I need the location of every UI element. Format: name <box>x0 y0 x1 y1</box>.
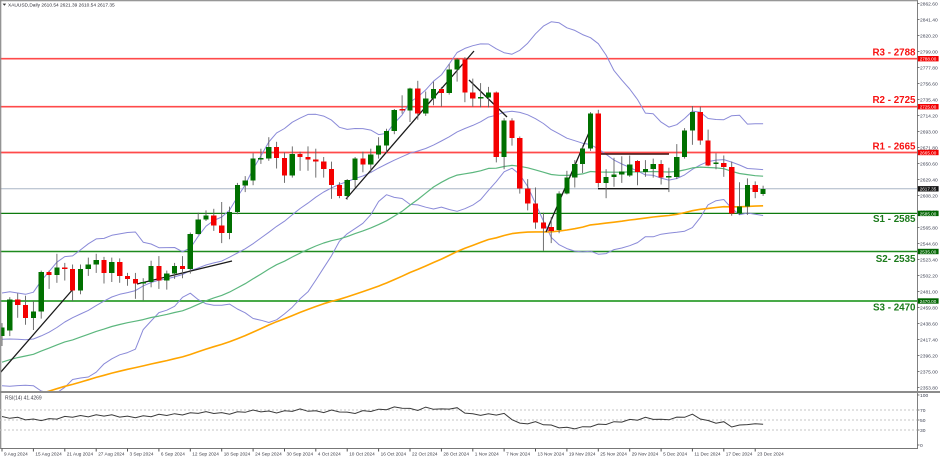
svg-text:11 Dec 2024: 11 Dec 2024 <box>694 452 721 457</box>
svg-text:100: 100 <box>920 393 928 399</box>
svg-text:21 Aug 2024: 21 Aug 2024 <box>67 452 94 457</box>
svg-text:6 Sep 2024: 6 Sep 2024 <box>161 452 185 457</box>
svg-text:12 Sep 2024: 12 Sep 2024 <box>192 452 219 457</box>
svg-text:2396.20: 2396.20 <box>920 353 938 359</box>
svg-text:2650.60: 2650.60 <box>920 161 938 167</box>
svg-text:7 Nov 2024: 7 Nov 2024 <box>506 452 530 457</box>
svg-text:2735.40: 2735.40 <box>920 97 938 103</box>
svg-text:S3 - 2470: S3 - 2470 <box>873 303 916 314</box>
svg-text:15 Aug 2024: 15 Aug 2024 <box>35 452 62 457</box>
svg-text:2459.80: 2459.80 <box>920 305 938 311</box>
svg-text:2535.00: 2535.00 <box>920 249 937 254</box>
svg-text:2438.60: 2438.60 <box>920 321 938 327</box>
svg-text:19 Nov 2024: 19 Nov 2024 <box>569 452 596 457</box>
svg-text:2671.80: 2671.80 <box>920 145 938 151</box>
svg-text:28 Oct 2024: 28 Oct 2024 <box>443 452 469 457</box>
svg-text:13 Nov 2024: 13 Nov 2024 <box>538 452 565 457</box>
svg-text:9 Aug 2024: 9 Aug 2024 <box>4 452 28 457</box>
svg-text:RSI(14) 41.4269: RSI(14) 41.4269 <box>5 396 42 402</box>
svg-text:2725.00: 2725.00 <box>920 105 937 110</box>
svg-text:23 Dec 2024: 23 Dec 2024 <box>757 452 784 457</box>
svg-text:17 Dec 2024: 17 Dec 2024 <box>726 452 753 457</box>
svg-text:2862.60: 2862.60 <box>920 1 938 7</box>
svg-text:3 Sep 2024: 3 Sep 2024 <box>130 452 154 457</box>
svg-text:XAUUSD,Daily 2610.54 2621.39: XAUUSD,Daily 2610.54 2621.39 2610.54 261… <box>8 3 115 9</box>
svg-text:2629.40: 2629.40 <box>920 177 938 183</box>
svg-text:25 Nov 2024: 25 Nov 2024 <box>600 452 627 457</box>
svg-text:50: 50 <box>920 418 926 424</box>
svg-text:30: 30 <box>920 428 926 434</box>
svg-text:S2- 2535: S2- 2535 <box>876 254 916 265</box>
svg-text:2523.40: 2523.40 <box>920 257 938 263</box>
svg-text:22 Oct 2024: 22 Oct 2024 <box>412 452 438 457</box>
svg-text:30 Sep 2024: 30 Sep 2024 <box>287 452 314 457</box>
svg-text:1 Nov 2024: 1 Nov 2024 <box>475 452 499 457</box>
svg-text:2777.80: 2777.80 <box>920 65 938 71</box>
svg-text:2693.00: 2693.00 <box>920 129 938 135</box>
svg-text:29 Nov 2024: 29 Nov 2024 <box>632 452 659 457</box>
svg-text:2714.20: 2714.20 <box>920 113 938 119</box>
svg-text:27 Aug 2024: 27 Aug 2024 <box>98 452 125 457</box>
svg-text:S1 - 2585: S1 - 2585 <box>873 214 916 225</box>
svg-text:2617.35: 2617.35 <box>920 187 937 192</box>
svg-text:2502.20: 2502.20 <box>920 273 938 279</box>
svg-text:2756.60: 2756.60 <box>920 81 938 87</box>
svg-text:2481.00: 2481.00 <box>920 289 938 295</box>
svg-text:2608.20: 2608.20 <box>920 193 938 199</box>
svg-text:2417.40: 2417.40 <box>920 337 938 343</box>
svg-text:2375.00: 2375.00 <box>920 369 938 375</box>
svg-text:2353.80: 2353.80 <box>920 385 938 391</box>
svg-text:2565.80: 2565.80 <box>920 225 938 231</box>
svg-text:10 Oct 2024: 10 Oct 2024 <box>349 452 375 457</box>
svg-text:2585.00: 2585.00 <box>920 211 937 216</box>
svg-text:2544.60: 2544.60 <box>920 241 938 247</box>
svg-text:16 Oct 2024: 16 Oct 2024 <box>381 452 407 457</box>
svg-text:70: 70 <box>920 408 926 414</box>
svg-text:18 Sep 2024: 18 Sep 2024 <box>224 452 251 457</box>
svg-text:R3 - 2788: R3 - 2788 <box>872 48 916 59</box>
svg-text:5 Dec 2024: 5 Dec 2024 <box>663 452 687 457</box>
svg-text:R1 - 2665: R1 - 2665 <box>872 141 916 152</box>
svg-text:24 Sep 2024: 24 Sep 2024 <box>255 452 282 457</box>
svg-text:0: 0 <box>920 443 923 449</box>
svg-text:2841.40: 2841.40 <box>920 17 938 23</box>
svg-text:2665.00: 2665.00 <box>920 150 937 155</box>
svg-text:2799.00: 2799.00 <box>920 49 938 55</box>
svg-text:4 Oct 2024: 4 Oct 2024 <box>318 452 341 457</box>
svg-text:2470.00: 2470.00 <box>920 299 937 304</box>
svg-text:R2 - 2725: R2 - 2725 <box>872 95 916 106</box>
svg-text:2820.20: 2820.20 <box>920 33 938 39</box>
svg-text:2788.00: 2788.00 <box>920 57 937 62</box>
